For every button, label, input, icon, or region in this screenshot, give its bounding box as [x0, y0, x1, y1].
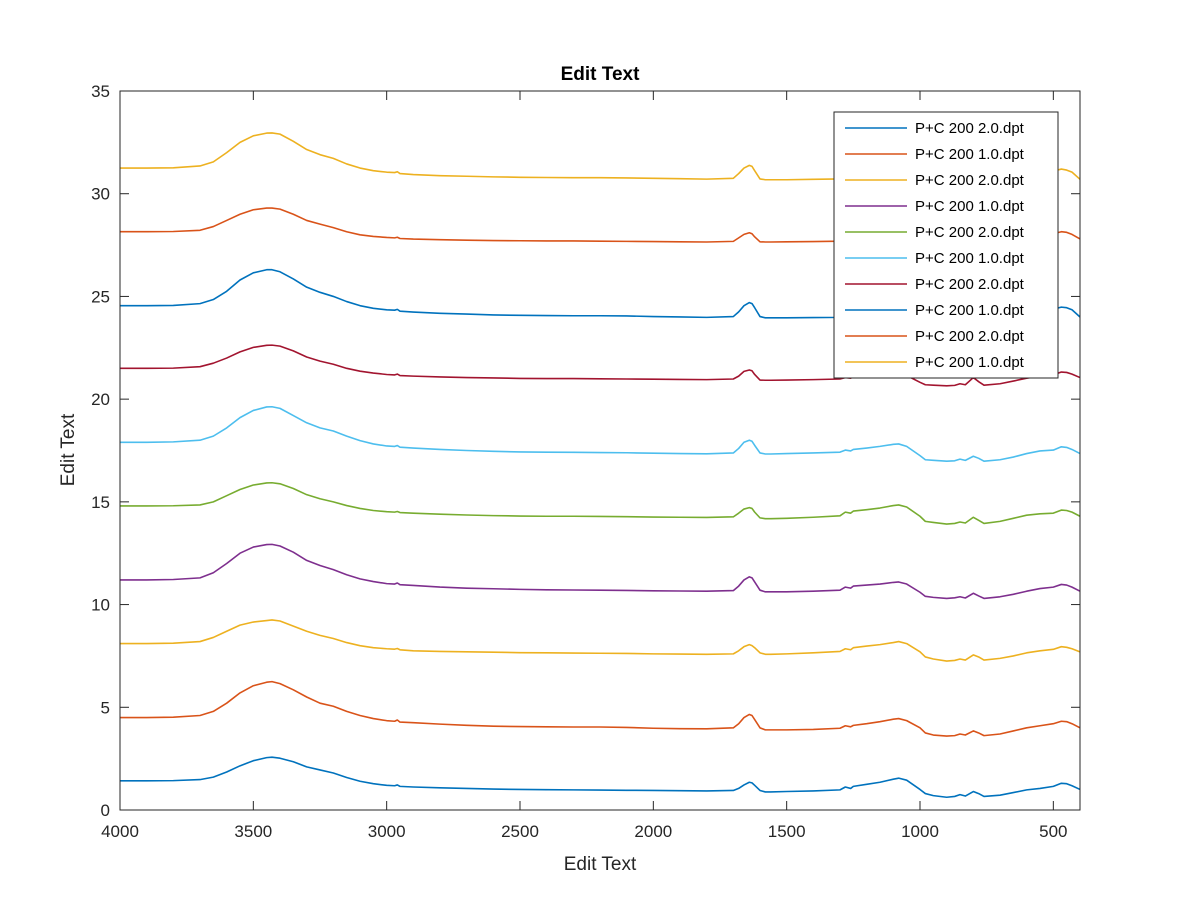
legend-label: P+C 200 1.0.dpt: [915, 250, 1025, 267]
y-tick-label: 35: [91, 82, 110, 101]
x-tick-label: 1000: [901, 822, 939, 841]
chart-title: Edit Text: [561, 64, 640, 85]
legend-label: P+C 200 2.0.dpt: [915, 328, 1025, 345]
legend-label: P+C 200 2.0.dpt: [915, 120, 1025, 137]
series-line-7: [120, 344, 1081, 387]
x-tick-label: 4000: [101, 822, 139, 841]
y-tick-label: 30: [91, 185, 110, 204]
series-line-6: [120, 405, 1081, 462]
y-axis-ticks: 0 5 10 15 20 25 30 35: [91, 82, 1080, 820]
x-tick-label: 1500: [768, 822, 806, 841]
x-tick-label: 2000: [634, 822, 672, 841]
y-tick-label: 15: [91, 493, 110, 512]
y-axis-label: Edit Text: [58, 413, 79, 486]
series-line-5: [120, 481, 1081, 525]
axes-box: [119, 90, 1081, 811]
legend-label: P+C 200 2.0.dpt: [915, 276, 1025, 293]
legend-label: P+C 200 1.0.dpt: [915, 146, 1025, 163]
x-tick-label: 2500: [501, 822, 539, 841]
legend-label: P+C 200 1.0.dpt: [915, 198, 1025, 215]
y-tick-label: 20: [91, 390, 110, 409]
x-axis-label: Edit Text: [564, 854, 637, 875]
x-tick-label: 500: [1039, 822, 1067, 841]
y-tick-label: 25: [91, 287, 110, 306]
legend-label: P+C 200 1.0.dpt: [915, 354, 1025, 371]
x-axis-ticks: 4000 3500 3000 2500 2000 1500 1000 500: [101, 91, 1068, 841]
series-line-3: [120, 619, 1081, 662]
series-line-2: [120, 680, 1081, 737]
y-tick-label: 10: [91, 596, 110, 615]
y-tick-label: 0: [101, 801, 110, 820]
x-tick-label: 3500: [234, 822, 272, 841]
legend-label: P+C 200 2.0.dpt: [915, 224, 1025, 241]
y-tick-label: 5: [101, 698, 110, 717]
legend-box: [833, 111, 1059, 379]
series-line-1: [120, 756, 1081, 799]
series-line-4: [120, 543, 1081, 600]
legend-label: P+C 200 2.0.dpt: [915, 172, 1025, 189]
legend: P+C 200 2.0.dpt P+C 200 1.0.dpt P+C 200 2.…: [833, 111, 1059, 379]
legend-label: P+C 200 1.0.dpt: [915, 302, 1025, 319]
x-tick-label: 3000: [368, 822, 406, 841]
